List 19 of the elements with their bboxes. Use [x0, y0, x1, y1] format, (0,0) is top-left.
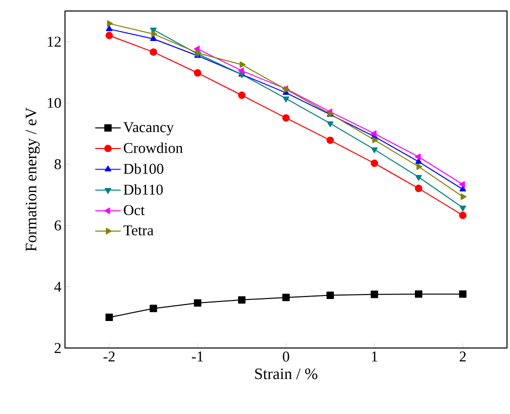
legend-label: Db100 — [124, 163, 164, 174]
y-tick-label: 6 — [54, 220, 62, 230]
legend-label: Tetra — [123, 225, 154, 236]
x-axis-title: Strain / % — [255, 368, 318, 380]
legend-label: Vacancy — [123, 122, 174, 136]
y-axis-title: Formation energy / eV — [26, 107, 40, 252]
x-tick-label: 0 — [282, 352, 290, 362]
x-tick-label: -1 — [192, 352, 203, 362]
x-tick-label: 1 — [372, 352, 378, 362]
y-tick-label: 4 — [54, 282, 62, 292]
x-tick-label: -2 — [104, 352, 115, 362]
y-tick-label: 2 — [54, 343, 61, 353]
x-tick-label: 2 — [460, 352, 466, 362]
legend-label: Db110 — [124, 184, 163, 195]
y-tick-label: 8 — [54, 159, 61, 170]
legend-label: Oct — [124, 205, 145, 216]
legend-label: Crowdion — [124, 142, 183, 154]
y-tick-label: 10 — [48, 98, 61, 108]
y-tick-label: 12 — [48, 36, 61, 47]
